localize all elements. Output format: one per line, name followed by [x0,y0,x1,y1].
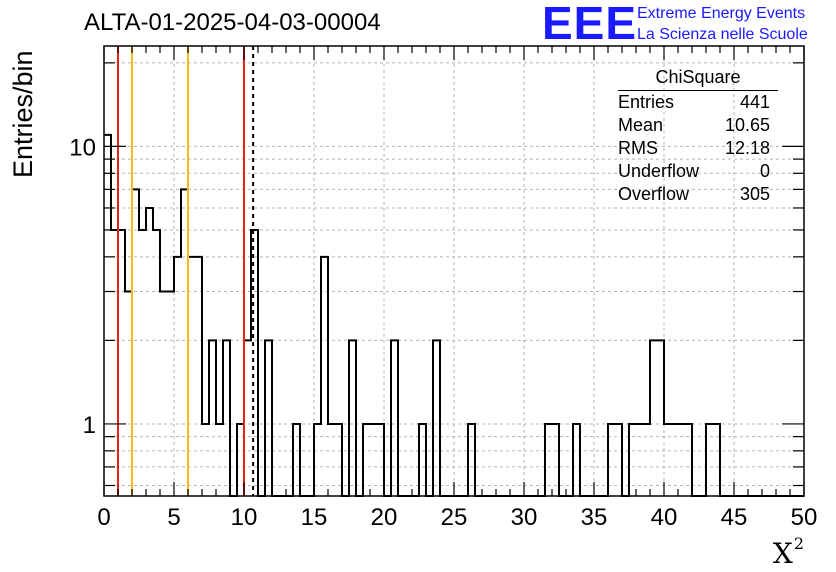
stats-value: 12.18 [724,138,770,158]
stats-box: ChiSquare Entries 441 Mean 10.65 RMS 12.18 … [612,66,778,206]
eee-logo-line2: La Scienza nelle Scuole [637,26,808,43]
x-tick-label: 40 [651,504,678,531]
eee-logo-line1: Extreme Energy Events [637,5,806,22]
stats-value: 305 [739,184,770,204]
stats-label: Entries [618,92,675,112]
stats-row-overflow: Overflow 305 [612,183,778,206]
x-tick-label: 45 [721,504,748,531]
x-tick-label: 20 [371,504,398,531]
y-tick-label: 1 [83,412,96,439]
stats-title: ChiSquare [618,66,778,91]
stats-label: Overflow [618,184,690,204]
stats-value: 0 [759,161,770,181]
x-tick-label: 30 [511,504,538,531]
eee-logo-mark: EEE [542,0,638,49]
stats-row-underflow: Underflow 0 [612,160,778,183]
stats-label: Underflow [618,161,700,181]
x-axis-label: X2 [773,534,804,570]
x-tick-label: 0 [97,504,110,531]
x-axis-label-main: X [772,537,793,570]
chart-title: ALTA-01-2025-04-03-00004 [84,9,381,36]
x-tick-label: 5 [167,504,180,531]
stats-row-entries: Entries 441 [612,91,778,114]
y-tick-label: 10 [69,134,96,161]
stats-row-rms: RMS 12.18 [612,137,778,160]
eee-logo: EEE Extreme Energy Events La Scienza nel… [542,0,832,49]
stats-label: RMS [618,138,658,158]
x-tick-label: 25 [441,504,468,531]
stats-value: 10.65 [724,115,770,135]
y-axis-label: Entries/bin [8,50,38,178]
stats-row-mean: Mean 10.65 [612,114,778,137]
stats-label: Mean [618,115,664,135]
x-axis-label-superscript: 2 [793,534,804,553]
x-tick-label: 35 [581,504,608,531]
x-tick-label: 50 [791,504,818,531]
x-tick-label: 10 [231,504,258,531]
x-tick-label: 15 [301,504,328,531]
stats-value: 441 [739,92,770,112]
